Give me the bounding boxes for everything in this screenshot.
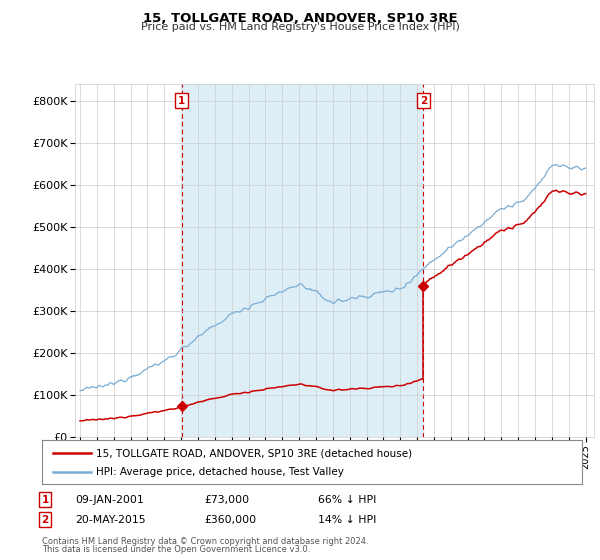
Text: Price paid vs. HM Land Registry's House Price Index (HPI): Price paid vs. HM Land Registry's House … <box>140 22 460 32</box>
Text: 2: 2 <box>419 96 427 106</box>
Text: 1: 1 <box>41 494 49 505</box>
Text: This data is licensed under the Open Government Licence v3.0.: This data is licensed under the Open Gov… <box>42 545 310 554</box>
Text: 14% ↓ HPI: 14% ↓ HPI <box>318 515 376 525</box>
Text: £360,000: £360,000 <box>204 515 256 525</box>
Text: 2: 2 <box>41 515 49 525</box>
Text: Contains HM Land Registry data © Crown copyright and database right 2024.: Contains HM Land Registry data © Crown c… <box>42 537 368 546</box>
Text: 15, TOLLGATE ROAD, ANDOVER, SP10 3RE (detached house): 15, TOLLGATE ROAD, ANDOVER, SP10 3RE (de… <box>96 448 412 458</box>
Text: £73,000: £73,000 <box>204 494 249 505</box>
Bar <box>182 84 424 437</box>
Text: 66% ↓ HPI: 66% ↓ HPI <box>318 494 376 505</box>
Text: HPI: Average price, detached house, Test Valley: HPI: Average price, detached house, Test… <box>96 467 344 477</box>
Text: 1: 1 <box>178 96 185 106</box>
Text: 15, TOLLGATE ROAD, ANDOVER, SP10 3RE: 15, TOLLGATE ROAD, ANDOVER, SP10 3RE <box>143 12 457 25</box>
Text: 20-MAY-2015: 20-MAY-2015 <box>75 515 146 525</box>
Text: 09-JAN-2001: 09-JAN-2001 <box>75 494 144 505</box>
